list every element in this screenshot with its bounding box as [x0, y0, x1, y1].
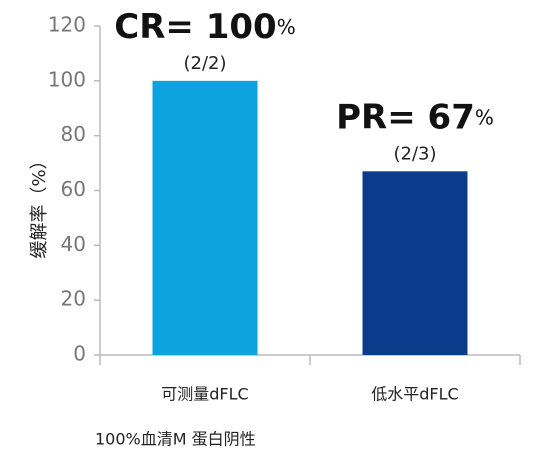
- y-tick-label: 80: [61, 122, 86, 146]
- y-tick-label: 100: [48, 67, 86, 91]
- y-tick-label: 0: [73, 342, 86, 366]
- bar: [152, 80, 258, 355]
- bar-note: (2/3): [393, 143, 436, 164]
- y-tick-label: 40: [61, 232, 86, 256]
- y-tick-label: 60: [61, 177, 86, 201]
- y-tick-label: 120: [48, 13, 86, 37]
- y-tick-label: 20: [61, 287, 86, 311]
- bar: [362, 171, 468, 355]
- y-axis-label: 缓解率（%）: [29, 151, 50, 258]
- value-label: CR= 100%: [114, 6, 295, 46]
- value-label: PR= 67%: [336, 97, 494, 137]
- x-tick-label: 可测量dFLC: [161, 385, 248, 404]
- footnote: 100%血清M 蛋白阴性: [95, 430, 256, 449]
- bar-note: (2/2): [183, 53, 226, 74]
- x-tick-label: 低水平dFLC: [371, 385, 458, 404]
